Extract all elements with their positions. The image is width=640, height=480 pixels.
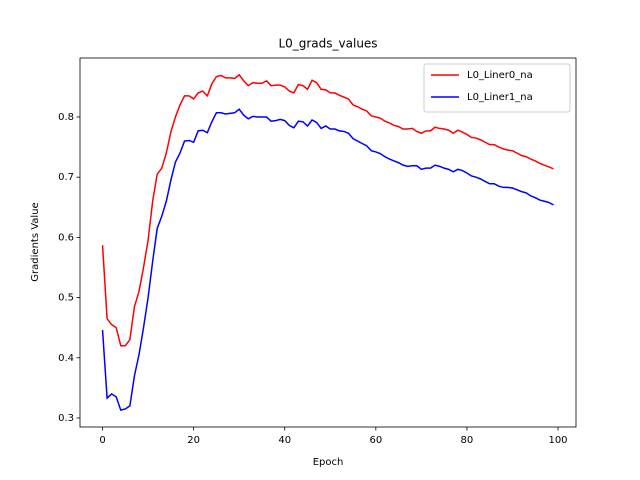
x-axis-label: Epoch <box>313 457 344 468</box>
y-tick-label: 0.5 <box>58 293 74 304</box>
x-tick-label: 100 <box>548 435 567 446</box>
y-tick-label: 0.7 <box>58 172 74 183</box>
x-tick-label: 20 <box>187 435 200 446</box>
legend-label: L0_Liner1_na <box>467 92 533 103</box>
y-tick-label: 0.4 <box>58 353 74 364</box>
x-tick-label: 40 <box>278 435 291 446</box>
chart-title: L0_grads_values <box>278 37 377 51</box>
series-line <box>101 73 554 347</box>
x-tick-label: 0 <box>99 435 105 446</box>
series-line <box>101 108 554 412</box>
y-axis-label: Gradients Value <box>30 202 41 281</box>
y-tick-label: 0.8 <box>58 112 74 123</box>
plot-frame <box>79 57 577 428</box>
legend-label: L0_Liner0_na <box>467 70 533 81</box>
x-tick-label: 60 <box>369 435 382 446</box>
y-tick-label: 0.3 <box>58 413 74 424</box>
y-tick-label: 0.6 <box>58 232 74 243</box>
legend-box <box>423 63 571 113</box>
x-tick-label: 80 <box>461 435 474 446</box>
